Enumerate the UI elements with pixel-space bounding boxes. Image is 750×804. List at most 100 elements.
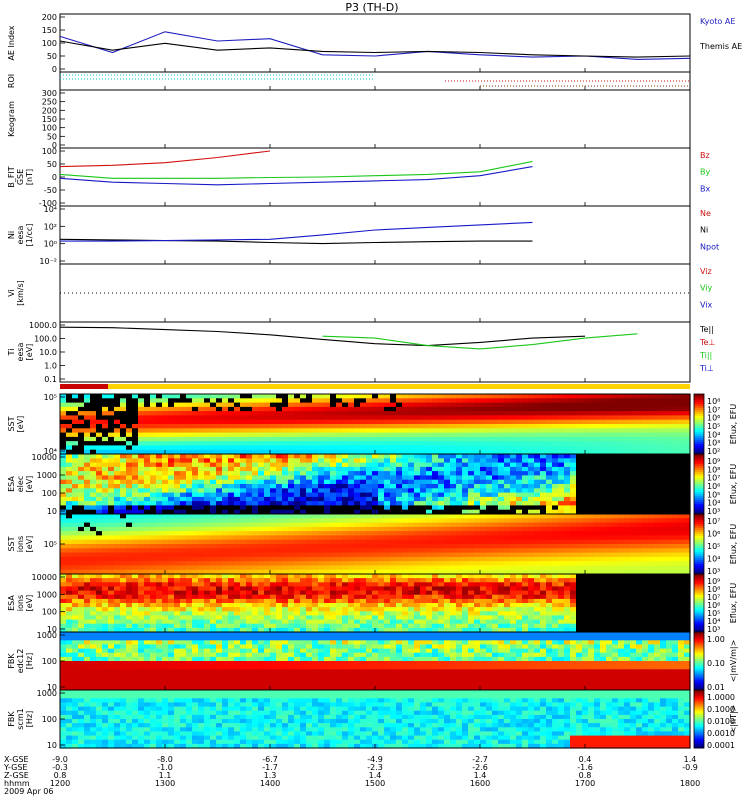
spectrogram-cell [570,467,577,472]
spectrogram-cell [540,501,547,506]
spectrogram-cell [240,415,247,420]
spectrogram-cell [540,407,547,412]
spectrogram-cell [186,544,193,549]
spectrogram-cell [330,480,337,485]
spectrogram-cell [558,458,565,463]
spectrogram-cell [132,586,139,591]
spectrogram-cell [246,424,253,429]
spectrogram-cell [450,514,457,519]
spectrogram-cell [672,471,679,476]
spectrogram-cell [420,424,427,429]
spectrogram-cell [552,471,559,476]
spectrogram-cell [162,553,169,558]
spectrogram-cell [606,480,613,485]
spectrogram-cell [96,518,103,523]
spectrogram-cell [654,467,661,472]
spectrogram-cell [234,441,241,446]
spectrogram-cell [486,548,493,553]
spectrogram-cell [228,493,235,498]
spectrogram-cell [120,403,127,408]
spectrogram-cell [72,433,79,438]
spectrogram-cell [204,403,211,408]
spectrogram-cell [360,424,367,429]
spectrogram-cell [156,620,163,625]
spectrogram-cell [600,501,607,506]
spectrogram-cell [312,544,319,549]
spectrogram-cell [126,445,133,450]
spectrogram-cell [300,493,307,498]
spectrogram-cell [648,394,655,399]
spectrogram-cell [108,578,115,583]
spectrogram-cell [666,467,673,472]
spectrogram-cell [354,415,361,420]
spectrogram-cell [108,488,115,493]
y-axis-label: Keogram [7,101,16,137]
spectrogram-cell [486,428,493,433]
spectrogram-cell [114,475,121,480]
spectrogram-cell [552,523,559,528]
spectrogram-cell [66,437,73,442]
spectrogram-cell [252,544,259,549]
spectrogram-cell [642,553,649,558]
spectrogram-cell [300,497,307,502]
spectrogram-cell [306,407,313,412]
spectrogram-cell [168,458,175,463]
spectrogram-cell [576,433,583,438]
spectrogram-cell [408,561,415,566]
spectrogram-cell [372,467,379,472]
spectrogram-cell [198,471,205,476]
spectrogram-cell [354,505,361,510]
spectrogram-cell [504,403,511,408]
spectrogram-cell [186,403,193,408]
spectrogram-cell [600,527,607,532]
spectrogram-cell [618,454,625,459]
spectrogram-cell [414,411,421,416]
spectrogram-cell [66,615,73,620]
spectrogram-cell [126,518,133,523]
spectrogram-cell [78,403,85,408]
spectrogram-cell [414,531,421,536]
spectrogram-cell [612,441,619,446]
spectrogram-cell [84,561,91,566]
spectrogram-cell [72,501,79,506]
spectrogram-cell [162,548,169,553]
spectrogram-cell [678,411,685,416]
spectrogram-cell [84,553,91,558]
spectrogram-cell [144,599,151,604]
spectrogram-cell [390,415,397,420]
spectrogram-cell [678,514,685,519]
spectrogram-cell [516,480,523,485]
spectrogram-cell [78,428,85,433]
spectrogram-cell [60,615,67,620]
spectrogram-cell [522,505,529,510]
spectrogram-cell [468,467,475,472]
spectrogram-cell [390,505,397,510]
spectrogram-cell [510,544,517,549]
spectrogram-cell [648,437,655,442]
spectrogram-cell [516,403,523,408]
spectrogram-cell [378,561,385,566]
spectrogram-cell [438,484,445,489]
spectrogram-cell [102,607,109,612]
spectrogram-cell [300,505,307,510]
spectrogram-cell [588,407,595,412]
spectrogram-cell [102,411,109,416]
spectrogram-cell [96,595,103,600]
spectrogram-cell [516,497,523,502]
spectrogram-cell [534,454,541,459]
spectrogram-cell [270,514,277,519]
spectrogram-cell [240,531,247,536]
spectrogram-cell [612,467,619,472]
spectrogram-cell [90,398,97,403]
spectrogram-cell [120,398,127,403]
spectrogram-cell [228,445,235,450]
spectrogram-cell [198,535,205,540]
spectrogram-cell [660,428,667,433]
spectrogram-cell [660,493,667,498]
spectrogram-cell [582,480,589,485]
spectrogram-cell [438,557,445,562]
spectrogram-cell [480,463,487,468]
spectrogram-cell [126,505,133,510]
spectrogram-cell [174,523,181,528]
spectrogram-cell [120,565,127,570]
